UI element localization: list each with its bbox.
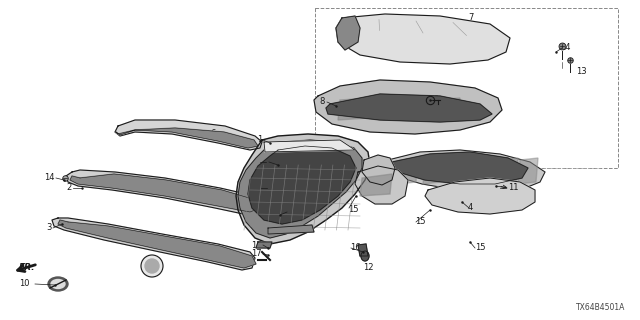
Text: 15: 15 bbox=[415, 218, 426, 227]
Polygon shape bbox=[336, 14, 510, 64]
Bar bbox=[315, 8, 618, 168]
Text: 15: 15 bbox=[348, 205, 358, 214]
Polygon shape bbox=[70, 174, 260, 212]
Ellipse shape bbox=[361, 251, 369, 261]
Text: 10: 10 bbox=[19, 279, 30, 289]
Polygon shape bbox=[58, 220, 256, 268]
Polygon shape bbox=[326, 94, 492, 122]
Text: 14: 14 bbox=[560, 44, 570, 52]
Text: 17: 17 bbox=[252, 250, 262, 259]
Polygon shape bbox=[355, 166, 408, 204]
Polygon shape bbox=[388, 152, 528, 184]
Polygon shape bbox=[498, 158, 518, 184]
Text: 1: 1 bbox=[257, 135, 262, 145]
Polygon shape bbox=[256, 242, 272, 248]
Polygon shape bbox=[336, 16, 360, 50]
Ellipse shape bbox=[48, 277, 68, 291]
Polygon shape bbox=[398, 158, 418, 184]
Polygon shape bbox=[238, 140, 362, 238]
Text: 6: 6 bbox=[210, 129, 216, 138]
Text: 9: 9 bbox=[434, 95, 439, 105]
Text: 7: 7 bbox=[468, 13, 474, 22]
Polygon shape bbox=[268, 225, 314, 234]
Ellipse shape bbox=[141, 255, 163, 277]
Polygon shape bbox=[448, 158, 468, 184]
Polygon shape bbox=[428, 98, 460, 120]
Text: 13: 13 bbox=[576, 68, 587, 76]
Polygon shape bbox=[358, 244, 368, 256]
Text: 8: 8 bbox=[319, 98, 325, 107]
Text: TX64B4501A: TX64B4501A bbox=[575, 303, 625, 312]
Text: 11: 11 bbox=[508, 183, 518, 193]
Text: 2: 2 bbox=[67, 183, 72, 193]
Polygon shape bbox=[236, 134, 370, 244]
Polygon shape bbox=[385, 150, 545, 192]
Polygon shape bbox=[425, 178, 535, 214]
Text: 3: 3 bbox=[47, 223, 52, 233]
Text: 16: 16 bbox=[286, 207, 296, 217]
Polygon shape bbox=[66, 170, 260, 215]
Text: 16: 16 bbox=[350, 244, 360, 252]
Polygon shape bbox=[338, 98, 370, 120]
Ellipse shape bbox=[145, 259, 159, 273]
Polygon shape bbox=[383, 98, 415, 120]
Polygon shape bbox=[473, 158, 493, 184]
Text: 12: 12 bbox=[363, 263, 373, 273]
Polygon shape bbox=[423, 158, 443, 184]
Ellipse shape bbox=[51, 279, 65, 289]
Text: 14: 14 bbox=[45, 173, 55, 182]
Text: 5: 5 bbox=[360, 173, 365, 182]
Polygon shape bbox=[115, 120, 262, 150]
Polygon shape bbox=[116, 128, 258, 148]
Text: 15: 15 bbox=[475, 244, 486, 252]
Polygon shape bbox=[360, 174, 392, 196]
Text: FR.: FR. bbox=[19, 263, 35, 273]
Text: 4: 4 bbox=[468, 204, 473, 212]
Polygon shape bbox=[264, 140, 355, 152]
Text: 17: 17 bbox=[252, 241, 262, 250]
Polygon shape bbox=[362, 155, 395, 185]
Polygon shape bbox=[314, 80, 502, 134]
Polygon shape bbox=[52, 218, 255, 270]
Polygon shape bbox=[518, 158, 538, 184]
Text: 11: 11 bbox=[257, 157, 268, 166]
Polygon shape bbox=[248, 146, 356, 224]
